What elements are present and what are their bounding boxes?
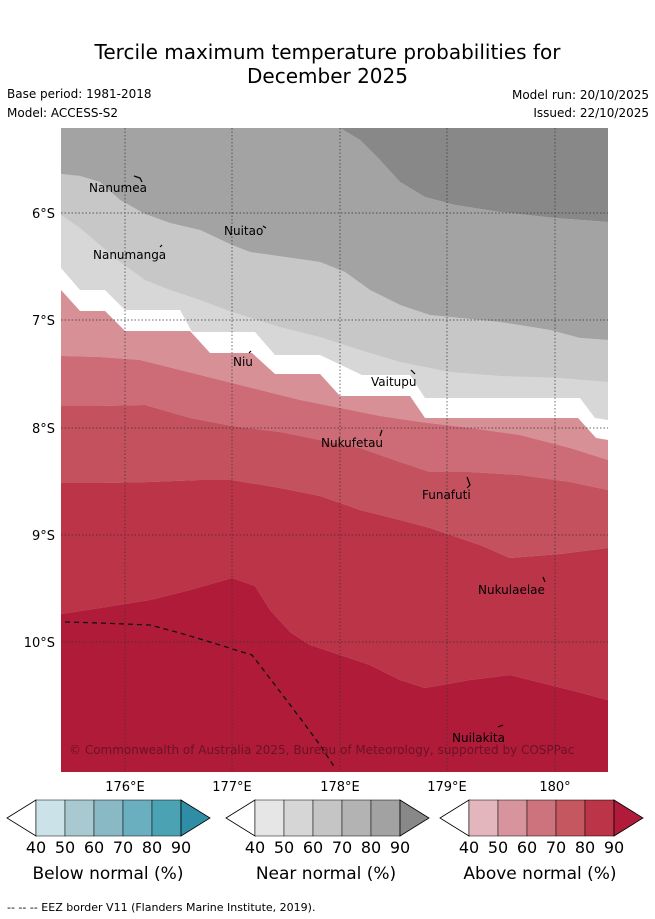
colorbar-label-near: Near normal (%) [255, 864, 397, 884]
band-above-90 [61, 578, 608, 772]
colorbar-tick-label: 40 [26, 838, 46, 857]
colorbar-tick-label: 60 [303, 838, 323, 857]
place-label: Niu [233, 355, 253, 369]
lat-tick: 9°S [32, 529, 55, 544]
place-label: Funafuti [422, 488, 471, 502]
colorbar-tick-label: 40 [459, 838, 479, 857]
colorbar-extend-high [180, 799, 211, 837]
place-label: Nuitao [224, 224, 263, 238]
colorbar-tick-label: 80 [361, 838, 381, 857]
lat-tick: 10°S [24, 636, 55, 651]
lat-tick: 6°S [32, 207, 55, 222]
band-near-80-dark [340, 128, 608, 222]
colorbar-tick-label: 90 [390, 838, 410, 857]
base-period-text: Base period: 1981-2018 [7, 87, 152, 101]
copyright-text: © Commonwealth of Australia 2025, Bureau… [69, 743, 574, 757]
place-labels: Nanumea Nuitao Nanumanga Niu Vaitupu Nuk… [89, 181, 545, 745]
colorbar-near-normal: 40 50 60 70 80 90 [225, 799, 430, 857]
colorbar-below-normal: 40 50 60 70 80 90 [6, 799, 211, 857]
island-outlines [133, 175, 546, 728]
band-near-60 [61, 174, 608, 382]
issued-text: Issued: 22/10/2025 [533, 106, 649, 120]
colorbar-segment [584, 799, 615, 837]
island-nuitao [262, 225, 267, 229]
colorbar-tick-label: 50 [55, 838, 75, 857]
lon-tick: 176°E [105, 780, 145, 795]
colorbar-tick-label: 60 [517, 838, 537, 857]
colorbar-segment [283, 799, 314, 837]
colorbars: 40 50 60 70 80 90 40 50 60 70 80 90 40 50 60 70 80 90 [6, 799, 644, 857]
colorbar-segment [254, 799, 285, 837]
place-label: Vaitupu [371, 375, 417, 389]
lon-tick: 179°E [427, 780, 467, 795]
colorbar-tick-label: 80 [575, 838, 595, 857]
island-niu [248, 350, 252, 354]
colorbar-tick-label: 50 [488, 838, 508, 857]
colorbar-extend-high [399, 799, 430, 837]
eez-footnote: -- -- -- EEZ border V11 (Flanders Marine… [7, 901, 316, 914]
lon-tick: 180° [539, 780, 570, 795]
colorbar-segment [35, 799, 66, 837]
colorbar-tick-label: 40 [245, 838, 265, 857]
island-nukufetau [379, 429, 383, 437]
island-funafuti [466, 476, 471, 489]
band-above-60 [61, 356, 608, 490]
colorbar-tick-label: 90 [604, 838, 624, 857]
colorbar-tick-label: 50 [274, 838, 294, 857]
colorbar-above-normal: 40 50 60 70 80 90 [439, 799, 644, 857]
place-label: Nukufetau [321, 436, 383, 450]
model-text: Model: ACCESS-S2 [7, 106, 119, 120]
colorbar-segment [497, 799, 528, 837]
colorbar-segment [341, 799, 372, 837]
colorbar-extend-low [6, 799, 37, 837]
island-nanumanga [159, 244, 163, 248]
colorbar-tick-label: 60 [84, 838, 104, 857]
island-nukulaelae [542, 576, 546, 583]
colorbar-segment [93, 799, 124, 837]
place-label: Nuilakita [452, 731, 505, 745]
colorbar-label-below: Below normal (%) [32, 864, 184, 884]
lat-tick: 7°S [32, 314, 55, 329]
colorbar-tick-label: 70 [113, 838, 133, 857]
chart-title-line2: December 2025 [247, 64, 408, 88]
colorbar-segment [312, 799, 343, 837]
place-label: Nanumanga [93, 248, 166, 262]
colorbar-segment [526, 799, 557, 837]
colorbar-label-above: Above normal (%) [463, 864, 617, 884]
lon-tick: 177°E [212, 780, 252, 795]
map-panel: Nanumea Nuitao Nanumanga Niu Vaitupu Nuk… [24, 128, 608, 795]
colorbar-segment [151, 799, 182, 837]
colorbar-segment [468, 799, 499, 837]
lon-tick: 178°E [320, 780, 360, 795]
graticule [61, 128, 608, 772]
band-near-70 [61, 128, 608, 340]
island-vaitupu [410, 369, 416, 375]
chart-title-line1: Tercile maximum temperature probabilitie… [94, 40, 561, 64]
colorbar-segment [64, 799, 95, 837]
place-label: Nukulaelae [478, 583, 545, 597]
forecast-bands [61, 128, 608, 772]
colorbar-extend-high [613, 799, 644, 837]
colorbar-segment [370, 799, 401, 837]
model-run-text: Model run: 20/10/2025 [511, 88, 649, 102]
lat-tick: 8°S [32, 422, 55, 437]
colorbar-extend-low [439, 799, 470, 837]
band-above-70 [61, 405, 608, 558]
colorbar-segment [122, 799, 153, 837]
place-label: Nanumea [89, 181, 147, 195]
band-above-50 [61, 290, 608, 460]
island-nanumea [133, 175, 143, 183]
lat-tick-labels: 6°S 7°S 8°S 9°S 10°S [24, 207, 55, 651]
colorbar-extend-low [225, 799, 256, 837]
colorbar-tick-label: 80 [142, 838, 162, 857]
colorbar-tick-label: 70 [546, 838, 566, 857]
island-nuilakita [497, 724, 504, 728]
lon-tick-labels: 176°E 177°E 178°E 179°E 180° [105, 780, 570, 795]
colorbar-segment [555, 799, 586, 837]
colorbar-tick-label: 70 [332, 838, 352, 857]
colorbar-tick-label: 90 [171, 838, 191, 857]
